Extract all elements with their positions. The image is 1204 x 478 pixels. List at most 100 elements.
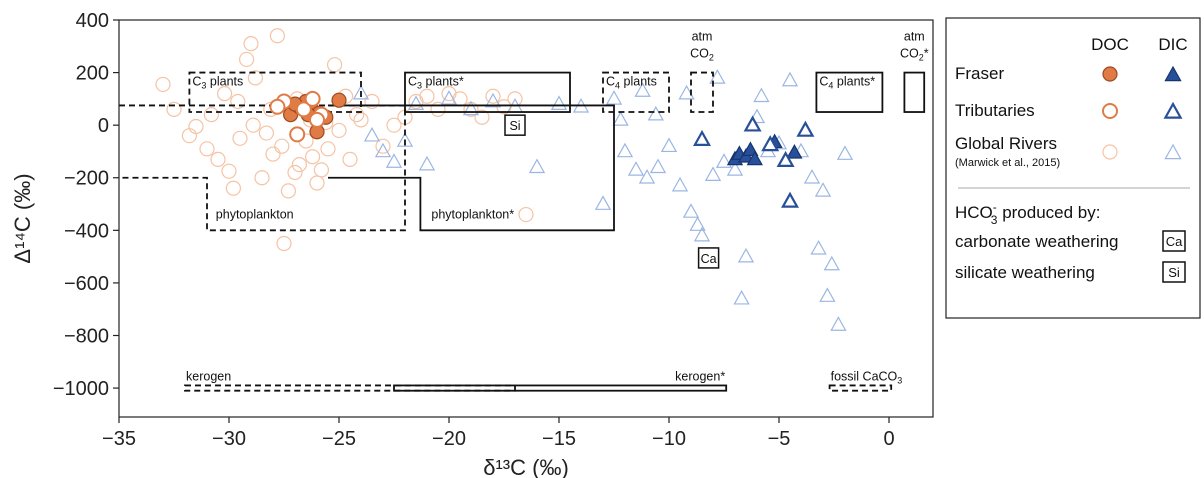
x-tick-label: −10 [652,428,686,450]
global-doc-point [331,122,347,139]
source-box-label: C3 plants* [408,75,464,91]
global-doc-point [210,151,226,167]
global-dic-point [830,316,847,331]
global-doc-point [518,206,534,223]
global-doc-point [247,70,263,86]
box-label-text: kerogen [186,369,231,383]
global-dic-point [612,111,629,126]
global-dic-point [748,108,766,124]
source-box [184,384,516,392]
source-box [393,384,728,392]
source-box [188,71,362,113]
plot-area: C3 plants C3 plants* C4 plants C4 plants*at… [119,28,929,392]
x-tick-label: −25 [322,428,356,450]
global-doc-point [309,175,325,191]
phytoplankton-outline [328,104,615,232]
global-dic-point [385,153,403,168]
global-dic-point [737,247,755,263]
source-box [815,71,884,113]
y-tick-label: 400 [76,10,109,32]
global-doc-point [327,57,343,73]
x-tick-label: −30 [212,428,246,450]
global-doc-point [305,149,321,165]
box-label-text: plants [206,75,243,89]
global-dic-point [682,203,700,218]
global-dic-point [396,132,414,147]
box-label-sub: 3 [417,81,422,91]
legend-tributaries-label: Tributaries [955,101,1035,120]
global-dic-point [418,155,436,171]
fraser-dic-point [786,144,803,159]
global-doc-point [274,138,290,154]
global-dic-point [363,126,381,142]
global-doc-point [430,101,446,117]
box-label-text: * [924,47,929,61]
source-box-label: atm [692,30,713,44]
tributary-doc-point [304,90,321,107]
global-doc-point [239,51,255,68]
legend-fraser-doc-marker [1102,66,1118,82]
global-doc-point [320,141,336,157]
source-box-label: C3 plants [192,75,243,91]
global-doc-point [181,128,197,144]
y-tick-label: 200 [76,63,109,85]
x-tick-label: −5 [768,428,791,450]
series-fraser-dic [726,133,803,166]
global-doc-point [188,118,204,135]
tributary-dic-point [761,135,780,152]
box-label-text: C [819,75,828,89]
legend-global-ref: (Marwick et al., 2015) [955,157,1060,169]
global-dic-point [352,84,370,100]
y-tick-label: −200 [64,168,109,190]
legend-ca-box [1162,230,1186,252]
box-label-text: plants* [422,75,464,89]
legend-fraser-label: Fraser [955,64,1004,83]
global-doc-point [474,109,490,125]
global-dic-point [781,71,799,87]
global-dic-point [627,161,645,176]
box-label-text: CO [690,47,709,61]
global-doc-point [258,125,274,141]
weathering-tag-box [697,247,720,269]
plot-frame [118,19,934,418]
source-box-label: C4 plants* [819,75,875,91]
box-label-text: fossil CaCO [831,369,898,383]
box-label-text: C [192,75,201,89]
fraser-doc-point [331,92,347,108]
global-doc-point [342,151,358,167]
tributary-doc-point [289,126,306,143]
global-doc-point [349,107,365,123]
plot-content [119,28,926,392]
global-doc-point [230,93,246,110]
source-box-label: atm [904,30,925,44]
legend-global-label: Global Rivers [955,134,1057,153]
y-tick-label: −800 [64,325,109,347]
global-doc-point [221,163,237,179]
box-label-sub: 4 [615,81,620,91]
global-dic-point [407,95,425,110]
y-axis-label: Δ¹⁴C (‰) [10,173,35,263]
legend-silicate-label: silicate weathering [955,263,1095,282]
legend-tributary-dic-marker [1163,101,1183,119]
tributary-doc-point [295,101,312,118]
global-dic-point [374,142,392,158]
global-dic-point [803,169,821,184]
source-box [690,71,714,113]
legend-tributary-doc-marker [1102,103,1118,119]
x-tick-label: −35 [102,428,136,450]
source-box-label: fossil CaCO3 [831,369,903,385]
global-doc-point [419,88,435,104]
global-dic-point [810,240,827,255]
global-doc-point [232,130,248,146]
global-dic-point [634,82,651,97]
box-label-sub: 3 [897,375,902,385]
global-dic-point [689,216,706,231]
y-tick-label: 0 [98,115,109,137]
legend-fraser-dic-marker [1164,65,1182,82]
x-tick-label: 0 [883,428,894,450]
global-dic-point [462,100,480,116]
global-doc-point [203,107,219,123]
legend-global-doc-marker [1102,144,1118,160]
legend-si-tag: Si [1168,265,1180,280]
global-doc-point [364,93,380,110]
